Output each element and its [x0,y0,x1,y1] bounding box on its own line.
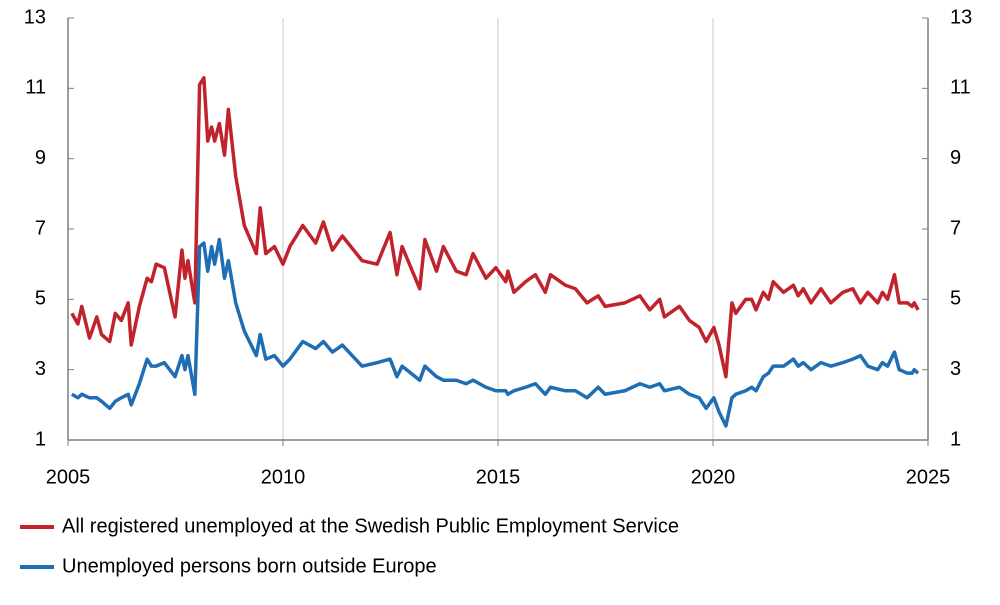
series-line [70,237,920,428]
x-tick-label: 2005 [46,466,91,488]
y-tick-label: 1 [35,428,46,450]
y2-tick-label: 13 [950,6,972,28]
y-tick-label: 7 [35,217,46,239]
series-line [70,76,920,379]
y-tick-label: 11 [25,77,46,99]
y-tick-label: 9 [35,147,46,169]
x-tick-label: 2015 [476,466,521,488]
y-tick-label: 5 [35,288,46,310]
y-tick-label: 3 [35,358,46,380]
y2-tick-label: 3 [950,358,961,380]
y2-tick-label: 11 [950,77,971,99]
y2-tick-label: 1 [950,428,961,450]
x-tick-label: 2010 [261,466,306,488]
y-tick-label: 13 [24,6,46,28]
y2-tick-label: 5 [950,288,961,310]
legend-label: All registered unemployed at the Swedish… [62,515,679,537]
y2-tick-label: 7 [950,217,961,239]
legend-label: Unemployed persons born outside Europe [62,555,437,577]
x-tick-label: 2025 [906,466,951,488]
y2-tick-label: 9 [950,147,961,169]
x-tick-label: 2020 [691,466,736,488]
